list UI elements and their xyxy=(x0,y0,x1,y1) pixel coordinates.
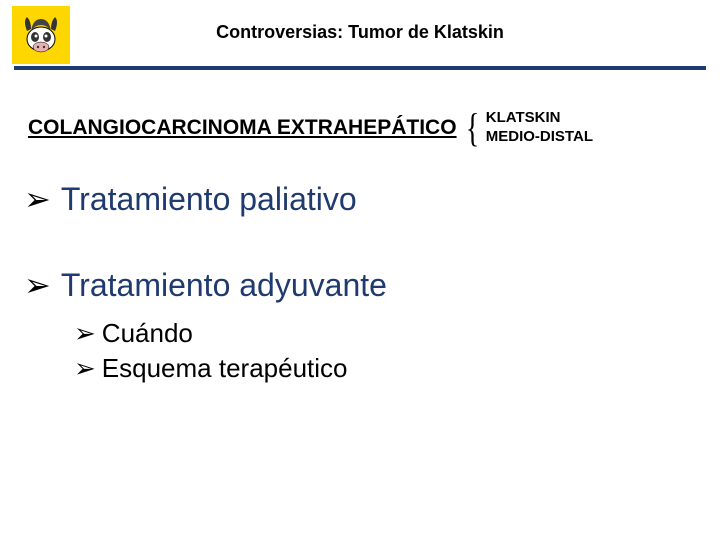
sub-bullet-list: ➢ Cuándo ➢ Esquema terapéutico xyxy=(74,318,696,384)
sub-bullet-item: ➢ Esquema terapéutico xyxy=(74,353,696,384)
bullet-text: Tratamiento paliativo xyxy=(61,181,357,218)
slide-title: Controversias: Tumor de Klatskin xyxy=(0,22,720,43)
bullet-item: ➢ Tratamiento paliativo xyxy=(24,180,696,218)
sub-bullet-text: Esquema terapéutico xyxy=(102,353,348,384)
bullet-arrow-icon: ➢ xyxy=(24,180,51,218)
bullet-text: Tratamiento adyuvante xyxy=(61,267,387,304)
brace-item: MEDIO-DISTAL xyxy=(486,128,593,147)
bullet-item-group: ➢ Tratamiento adyuvante ➢ Cuándo ➢ Esque… xyxy=(24,266,696,384)
brace-item: KLATSKIN xyxy=(486,109,593,128)
header-divider xyxy=(14,66,706,70)
subtitle-row: COLANGIOCARCINOMA EXTRAHEPÁTICO { KLATSK… xyxy=(28,108,700,148)
subtitle-main: COLANGIOCARCINOMA EXTRAHEPÁTICO xyxy=(28,116,457,140)
sub-bullet-item: ➢ Cuándo xyxy=(74,318,696,349)
bullet-arrow-icon: ➢ xyxy=(74,353,96,384)
brace-items: KLATSKIN MEDIO-DISTAL xyxy=(486,109,593,147)
sub-bullet-text: Cuándo xyxy=(102,318,193,349)
bullet-item: ➢ Tratamiento adyuvante xyxy=(24,266,696,304)
content-area: ➢ Tratamiento paliativo ➢ Tratamiento ad… xyxy=(24,180,696,388)
bullet-arrow-icon: ➢ xyxy=(74,318,96,349)
brace-icon: { xyxy=(465,108,478,148)
bullet-arrow-icon: ➢ xyxy=(24,266,51,304)
slide-header: Controversias: Tumor de Klatskin xyxy=(0,0,720,72)
